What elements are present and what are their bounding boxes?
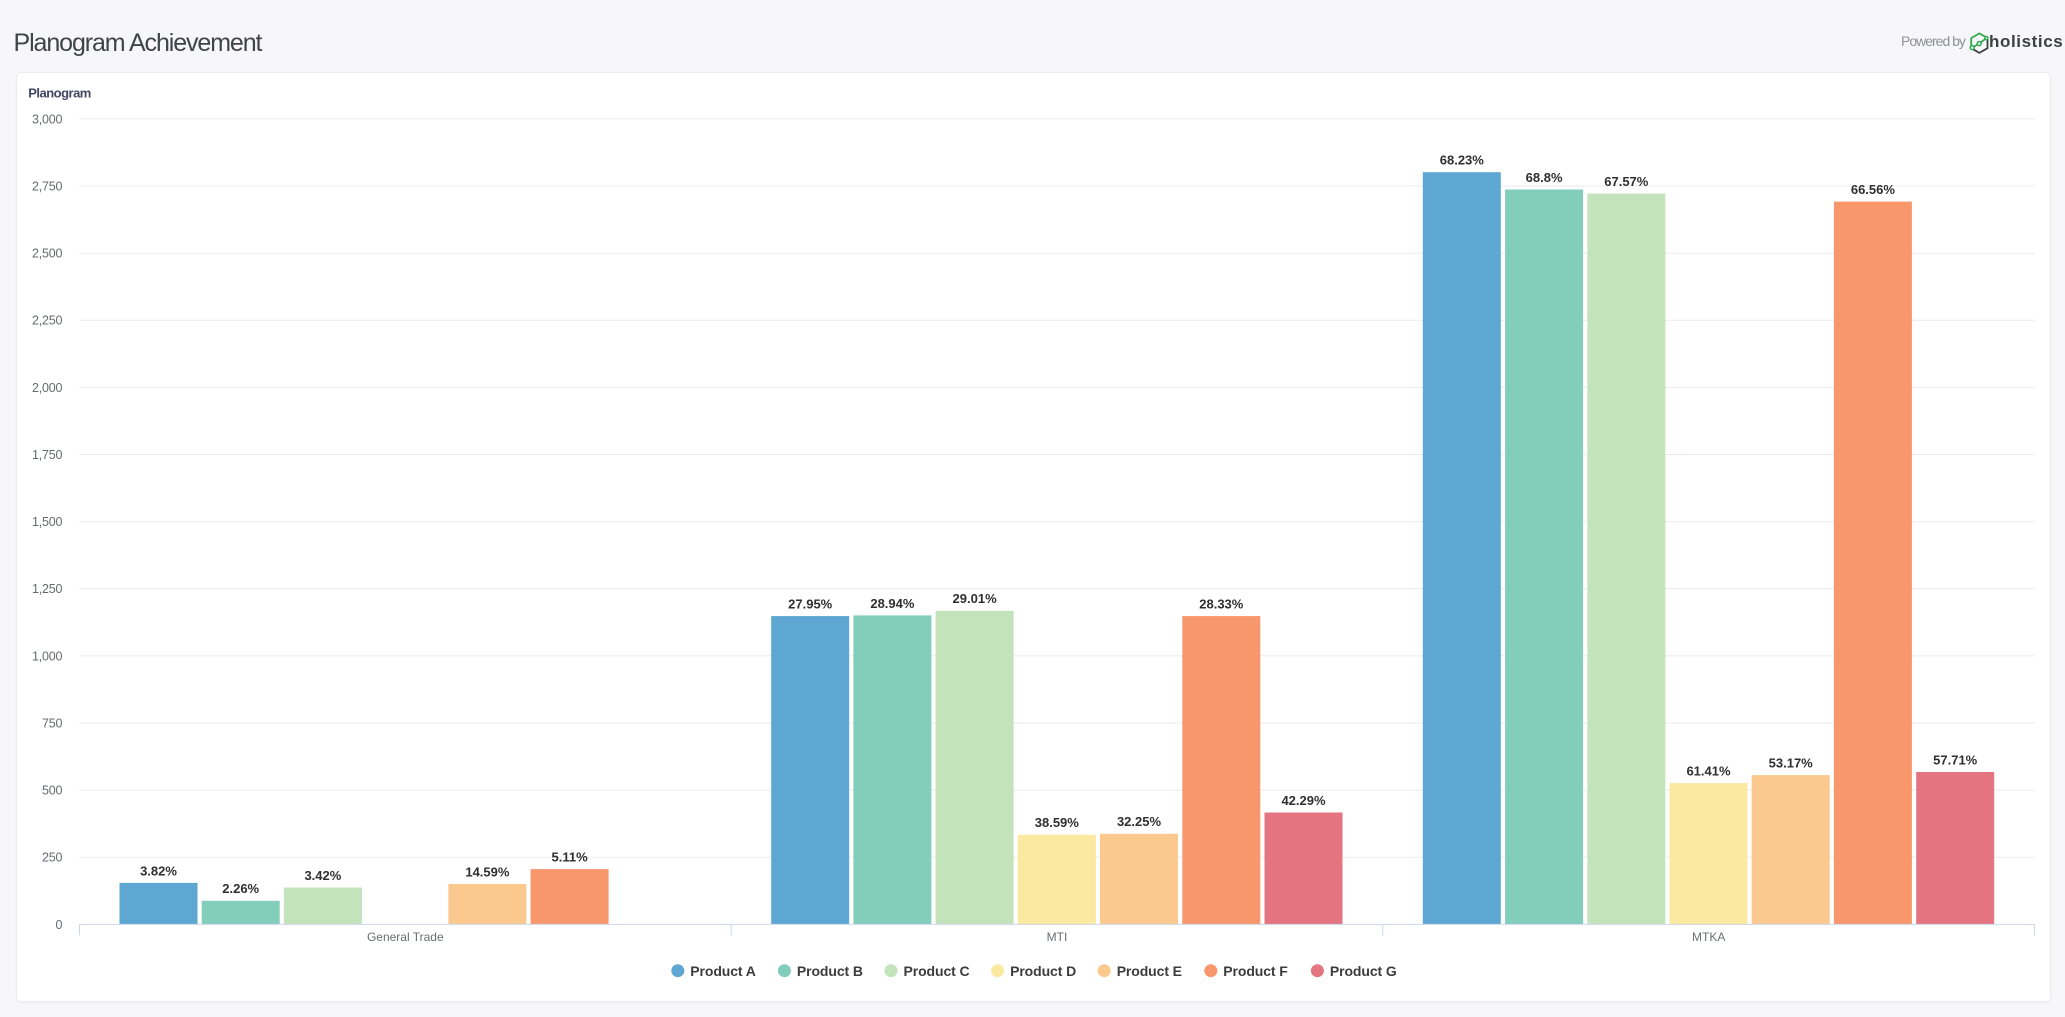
svg-text:Product F: Product F [1223,962,1288,978]
svg-text:Product C: Product C [903,962,969,978]
svg-text:32.25%: 32.25% [1116,814,1161,829]
svg-text:14.59%: 14.59% [465,864,510,879]
svg-text:Planogram: Planogram [28,85,91,100]
svg-text:68.8%: 68.8% [1525,169,1562,184]
svg-text:500: 500 [42,783,63,797]
svg-text:250: 250 [42,850,63,864]
svg-text:2,750: 2,750 [32,179,63,193]
svg-text:Product G: Product G [1329,962,1396,978]
svg-text:3.42%: 3.42% [304,867,341,882]
svg-text:66.56%: 66.56% [1850,182,1895,197]
svg-text:2,000: 2,000 [32,380,63,394]
svg-text:1,000: 1,000 [32,649,63,663]
svg-text:61.41%: 61.41% [1686,763,1731,778]
svg-text:3.82%: 3.82% [140,863,177,878]
svg-text:38.59%: 38.59% [1034,815,1079,830]
svg-text:Product D: Product D [1010,962,1076,978]
svg-text:28.94%: 28.94% [870,595,915,610]
svg-text:MTKA: MTKA [1692,930,1725,944]
svg-text:General Trade: General Trade [366,930,443,944]
svg-text:3,000: 3,000 [32,112,63,126]
svg-text:750: 750 [42,716,63,730]
svg-text:MTI: MTI [1046,930,1067,944]
svg-text:0: 0 [55,917,62,931]
svg-text:5.11%: 5.11% [551,849,588,864]
svg-text:Product E: Product E [1116,962,1181,978]
svg-text:Product A: Product A [690,962,755,978]
svg-text:2,250: 2,250 [32,313,63,327]
svg-text:67.57%: 67.57% [1604,174,1649,189]
svg-text:53.17%: 53.17% [1768,755,1813,770]
svg-text:1,250: 1,250 [32,582,63,596]
svg-text:57.71%: 57.71% [1933,752,1978,767]
svg-text:27.95%: 27.95% [788,596,833,611]
svg-text:1,500: 1,500 [32,515,63,529]
svg-text:1,750: 1,750 [32,447,63,461]
svg-text:28.33%: 28.33% [1199,596,1244,611]
svg-text:29.01%: 29.01% [952,591,997,606]
svg-text:42.29%: 42.29% [1281,792,1326,807]
svg-text:2,500: 2,500 [32,246,63,260]
svg-text:Product B: Product B [796,962,862,978]
svg-text:68.23%: 68.23% [1439,152,1484,167]
svg-text:2.26%: 2.26% [222,881,259,896]
